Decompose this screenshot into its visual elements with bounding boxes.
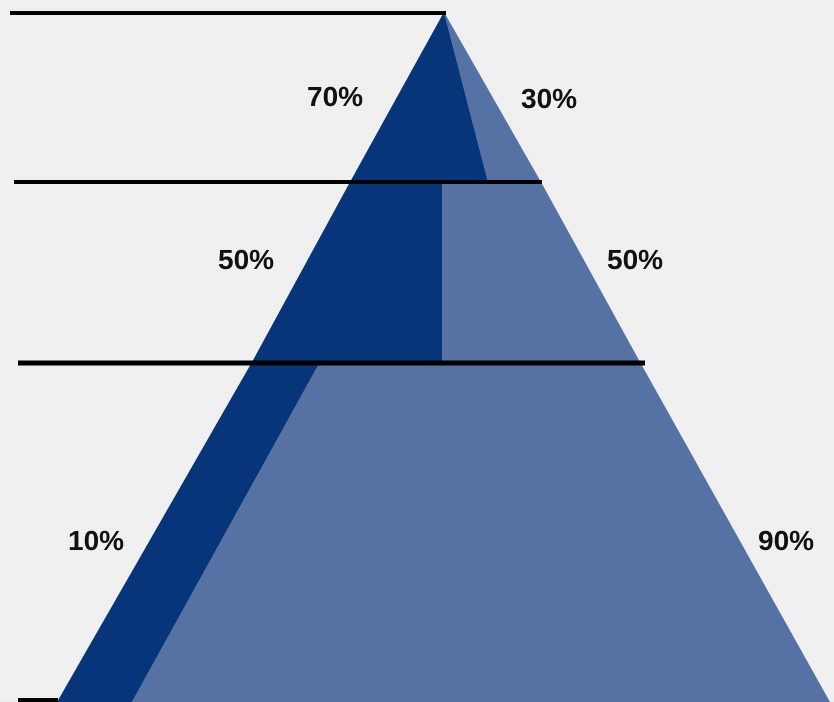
tier-3-right-label: 90% <box>758 525 815 556</box>
tier-1-left-label: 70% <box>307 81 364 112</box>
tier-1-dark-segment <box>350 12 488 182</box>
tier-2-right-label: 50% <box>607 244 664 275</box>
tier-2-light-segment <box>442 182 640 362</box>
tier-2-dark-segment <box>252 182 442 362</box>
tier-3-light-segment <box>132 362 830 702</box>
tier-3-dark-segment <box>57 362 320 702</box>
tier-1-light-segment <box>444 12 541 182</box>
tier-2-left-label: 50% <box>218 244 275 275</box>
tier-1-right-label: 30% <box>521 83 578 114</box>
tier-3-left-label: 10% <box>68 525 125 556</box>
